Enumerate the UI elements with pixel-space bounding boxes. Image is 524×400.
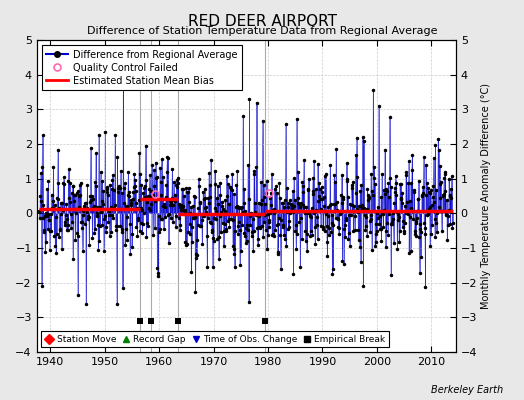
Legend: Station Move, Record Gap, Time of Obs. Change, Empirical Break: Station Move, Record Gap, Time of Obs. C… — [41, 331, 389, 348]
Y-axis label: Monthly Temperature Anomaly Difference (°C): Monthly Temperature Anomaly Difference (… — [482, 83, 492, 309]
Text: Berkeley Earth: Berkeley Earth — [431, 385, 503, 395]
Text: Difference of Station Temperature Data from Regional Average: Difference of Station Temperature Data f… — [87, 26, 437, 36]
Text: RED DEER AIRPORT: RED DEER AIRPORT — [188, 14, 336, 29]
